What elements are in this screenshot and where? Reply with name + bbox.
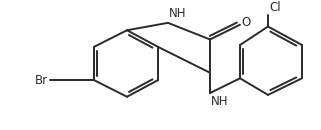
- Text: Cl: Cl: [269, 1, 281, 14]
- Text: NH: NH: [169, 7, 187, 20]
- Text: O: O: [241, 16, 250, 29]
- Text: NH: NH: [211, 95, 229, 108]
- Text: Br: Br: [35, 74, 48, 87]
